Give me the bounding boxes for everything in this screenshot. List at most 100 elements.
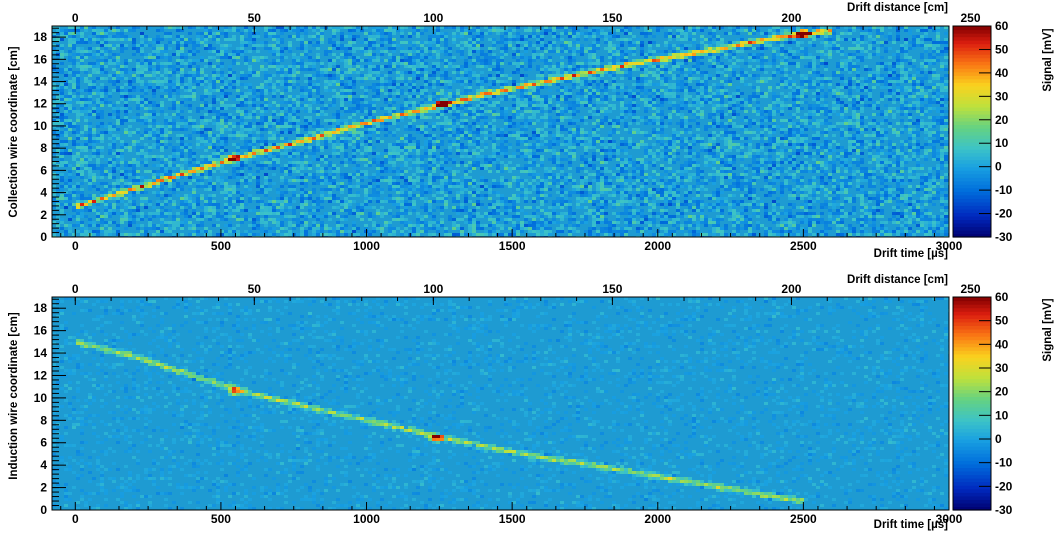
heatmap-cell <box>420 188 424 191</box>
heatmap-cell <box>188 206 192 209</box>
heatmap-cell <box>376 170 380 173</box>
heatmap-cell <box>320 131 324 134</box>
heatmap-cell <box>212 224 216 227</box>
heatmap-cell <box>288 113 292 116</box>
heatmap-cell <box>304 53 308 56</box>
heatmap-cell <box>96 65 100 68</box>
heatmap-cell <box>452 32 456 35</box>
heatmap-cell <box>232 227 236 230</box>
heatmap-cell <box>344 152 348 155</box>
heatmap-cell <box>388 80 392 83</box>
heatmap-cell <box>76 41 80 44</box>
heatmap-cell <box>420 101 424 104</box>
heatmap-cell <box>228 128 232 131</box>
heatmap-cell <box>444 71 448 74</box>
heatmap-cell <box>296 110 300 113</box>
heatmap-cell <box>116 188 120 191</box>
heatmap-cell <box>244 161 248 164</box>
heatmap-cell <box>116 137 120 140</box>
heatmap-cell <box>72 98 76 101</box>
heatmap-cell <box>192 80 196 83</box>
heatmap-cell <box>352 110 356 113</box>
heatmap-cell <box>460 101 464 104</box>
heatmap-cell <box>424 191 428 194</box>
heatmap-cell <box>172 89 176 92</box>
heatmap-cell <box>360 80 364 83</box>
heatmap-cell <box>88 167 92 170</box>
heatmap-cell <box>184 74 188 77</box>
heatmap-cell <box>136 206 140 209</box>
heatmap-cell <box>420 50 424 53</box>
heatmap-cell <box>480 176 484 179</box>
heatmap-cell <box>116 233 120 236</box>
heatmap-cell <box>240 122 244 125</box>
heatmap-cell <box>336 200 340 203</box>
heatmap-cell <box>368 74 372 77</box>
heatmap-cell <box>72 26 76 29</box>
heatmap-cell <box>268 50 272 53</box>
heatmap-cell <box>236 77 240 80</box>
heatmap-cell <box>464 77 468 80</box>
heatmap-cell <box>84 29 88 32</box>
heatmap-cell <box>208 26 212 29</box>
heatmap-cell <box>304 134 308 137</box>
heatmap-cell <box>444 152 448 155</box>
heatmap-cell <box>260 209 264 212</box>
heatmap-cell <box>160 149 164 152</box>
heatmap-cell <box>120 35 124 38</box>
heatmap-cell <box>60 134 64 137</box>
heatmap-cell <box>336 29 340 32</box>
heatmap-cell <box>88 185 92 188</box>
heatmap-cell <box>452 80 456 83</box>
heatmap-cell <box>324 146 328 149</box>
heatmap-cell <box>160 134 164 137</box>
heatmap-cell <box>372 83 376 86</box>
heatmap-cell <box>180 62 184 65</box>
heatmap-cell <box>312 65 316 68</box>
heatmap-cell <box>88 35 92 38</box>
heatmap-cell <box>144 122 148 125</box>
heatmap-cell <box>368 65 372 68</box>
heatmap-cell <box>76 206 80 209</box>
heatmap-cell <box>488 185 492 188</box>
heatmap-cell <box>344 35 348 38</box>
heatmap-cell <box>204 41 208 44</box>
heatmap-cell <box>448 167 452 170</box>
heatmap-cell <box>252 128 256 131</box>
heatmap-cell <box>204 107 208 110</box>
heatmap-cell <box>308 74 312 77</box>
heatmap-cell <box>484 134 488 137</box>
heatmap-cell <box>112 137 116 140</box>
heatmap-cell <box>320 194 324 197</box>
heatmap-cell <box>388 155 392 158</box>
heatmap-cell <box>224 188 228 191</box>
heatmap-cell <box>92 200 96 203</box>
heatmap-cell <box>492 53 496 56</box>
heatmap-cell <box>300 125 304 128</box>
heatmap-cell <box>420 113 424 116</box>
heatmap-cell <box>312 203 316 206</box>
heatmap-cell <box>248 230 252 233</box>
heatmap-cell <box>72 131 76 134</box>
heatmap-cell <box>392 176 396 179</box>
heatmap-cell <box>228 71 232 74</box>
heatmap-cell <box>68 80 72 83</box>
heatmap-cell <box>76 71 80 74</box>
heatmap-cell <box>152 59 156 62</box>
heatmap-cell <box>276 47 280 50</box>
heatmap-cell <box>472 35 476 38</box>
heatmap-cell <box>140 95 144 98</box>
heatmap-cell <box>304 74 308 77</box>
heatmap-cell <box>464 113 468 116</box>
heatmap-cell <box>304 224 308 227</box>
heatmap-cell <box>212 38 216 41</box>
heatmap-cell <box>404 137 408 140</box>
heatmap-cell <box>52 104 56 107</box>
heatmap-cell <box>324 119 328 122</box>
heatmap-cell <box>300 206 304 209</box>
heatmap-cell <box>104 50 108 53</box>
heatmap-cell <box>204 44 208 47</box>
heatmap-cell <box>384 92 388 95</box>
heatmap-cell <box>344 110 348 113</box>
heatmap-cell <box>120 77 124 80</box>
